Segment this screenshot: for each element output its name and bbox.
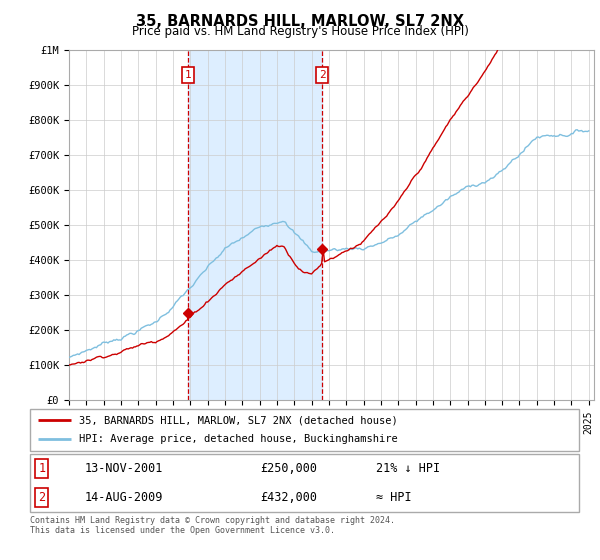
Text: £250,000: £250,000 — [260, 462, 317, 475]
Text: 21% ↓ HPI: 21% ↓ HPI — [376, 462, 440, 475]
Text: HPI: Average price, detached house, Buckinghamshire: HPI: Average price, detached house, Buck… — [79, 435, 398, 445]
Text: 13-NOV-2001: 13-NOV-2001 — [85, 462, 163, 475]
Bar — [188, 50, 322, 400]
Text: 14-AUG-2009: 14-AUG-2009 — [85, 491, 163, 504]
Text: 1: 1 — [185, 70, 191, 80]
Text: 2: 2 — [319, 70, 326, 80]
Text: £432,000: £432,000 — [260, 491, 317, 504]
Text: This data is licensed under the Open Government Licence v3.0.: This data is licensed under the Open Gov… — [30, 526, 335, 535]
Text: 35, BARNARDS HILL, MARLOW, SL7 2NX (detached house): 35, BARNARDS HILL, MARLOW, SL7 2NX (deta… — [79, 415, 398, 425]
Text: 2: 2 — [38, 491, 46, 504]
FancyBboxPatch shape — [30, 409, 579, 451]
Text: 35, BARNARDS HILL, MARLOW, SL7 2NX: 35, BARNARDS HILL, MARLOW, SL7 2NX — [136, 14, 464, 29]
Text: Contains HM Land Registry data © Crown copyright and database right 2024.: Contains HM Land Registry data © Crown c… — [30, 516, 395, 525]
Text: 1: 1 — [38, 462, 46, 475]
FancyBboxPatch shape — [30, 454, 579, 512]
Text: ≈ HPI: ≈ HPI — [376, 491, 412, 504]
Text: Price paid vs. HM Land Registry's House Price Index (HPI): Price paid vs. HM Land Registry's House … — [131, 25, 469, 38]
